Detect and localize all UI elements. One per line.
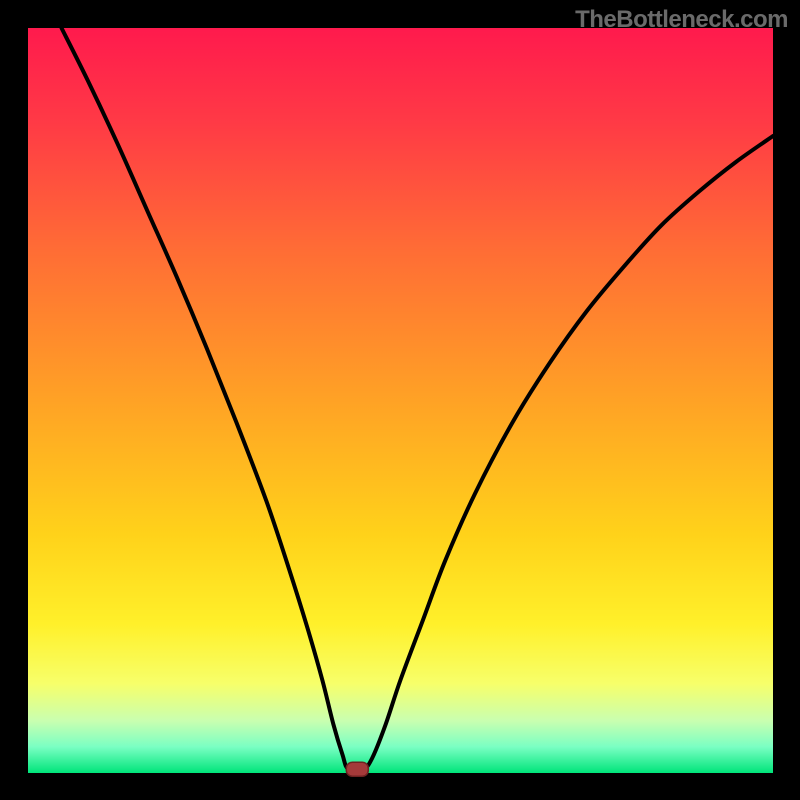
bottleneck-chart xyxy=(0,0,800,800)
watermark-text: TheBottleneck.com xyxy=(575,6,788,34)
chart-container: TheBottleneck.com xyxy=(0,0,800,800)
optimal-point-marker xyxy=(346,762,368,776)
plot-background xyxy=(28,28,773,773)
